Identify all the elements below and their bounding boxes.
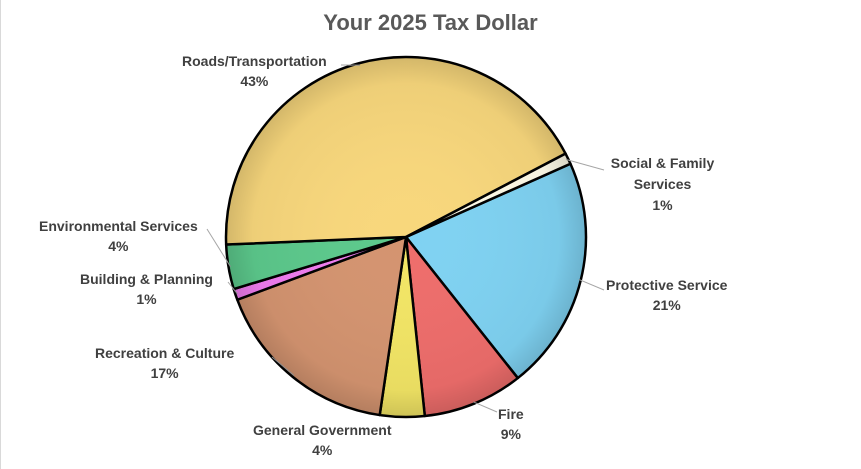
label-pct: 4%: [108, 238, 129, 254]
chart-title: Your 2025 Tax Dollar: [323, 10, 538, 35]
label-social-family-services: Social & Family Services 1%: [605, 153, 720, 216]
label-pct: 17%: [150, 365, 179, 381]
label-name: Roads/Transportation: [182, 53, 327, 69]
label-pct: 1%: [136, 291, 157, 307]
label-building-planning: Building & Planning 1%: [80, 269, 213, 309]
leader-line: [578, 278, 605, 291]
label-name: Fire: [498, 406, 524, 422]
leader-line: [473, 401, 498, 413]
label-name: Recreation & Culture: [95, 345, 235, 361]
label-pct: 43%: [240, 73, 269, 89]
label-name: General Government: [253, 422, 392, 438]
label-name: Protective Service: [606, 277, 728, 293]
label-name: Building & Planning: [80, 271, 213, 287]
label-pct: 21%: [652, 297, 681, 313]
label-name: Social & Family Services: [610, 155, 715, 192]
label-fire: Fire 9%: [498, 404, 524, 444]
label-recreation-culture: Recreation & Culture 17%: [95, 343, 234, 383]
label-protective-service: Protective Service 21%: [606, 275, 727, 315]
label-pct: 1%: [652, 197, 673, 213]
label-roads-transportation: Roads/Transportation 43%: [182, 51, 327, 91]
label-environmental-services: Environmental Services 4%: [39, 216, 198, 256]
label-pct: 4%: [312, 442, 333, 458]
label-pct: 9%: [500, 426, 521, 442]
label-name: Environmental Services: [39, 218, 198, 234]
label-general-government: General Government 4%: [253, 420, 392, 460]
